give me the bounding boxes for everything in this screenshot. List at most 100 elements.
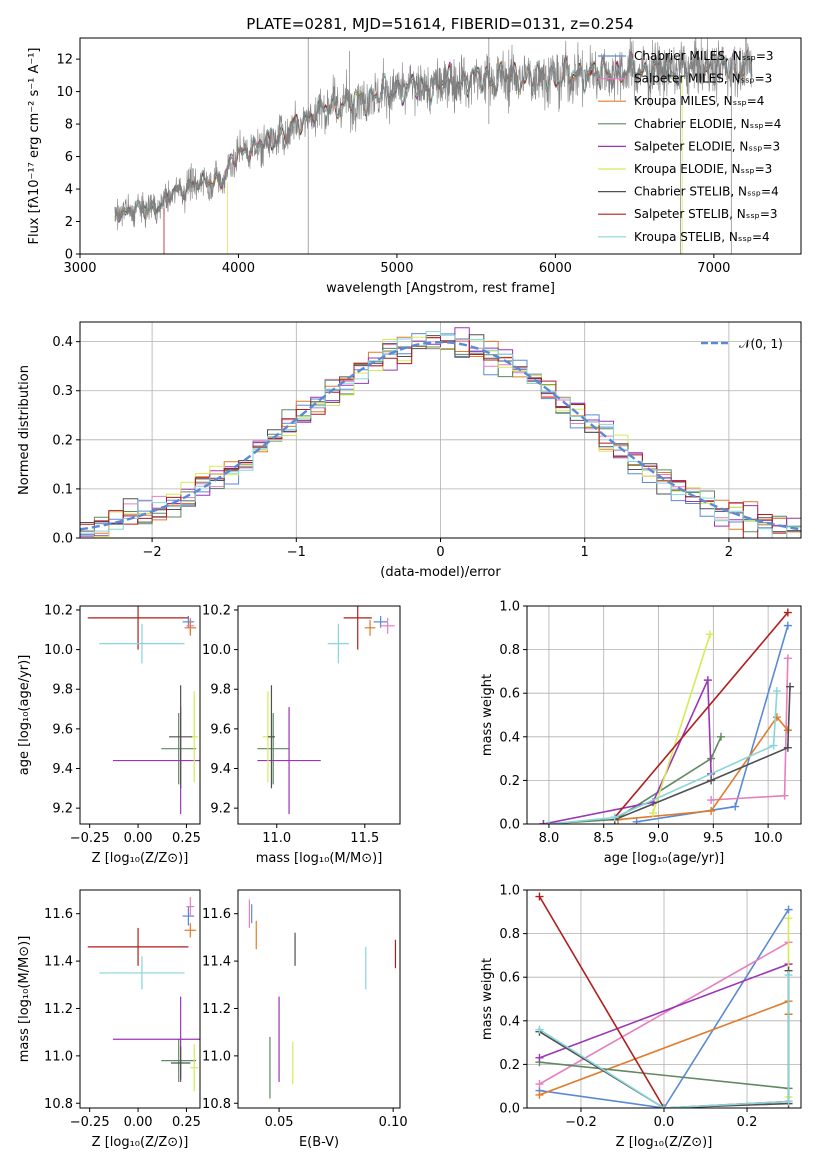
plot-area-residuals [80,327,801,538]
y-tick-label: 0.0 [52,532,73,547]
weight-point-marker [706,630,715,639]
legend: Chabrier MILES, Nₛₛₚ=3 Salpeter MILES, Nₛ… [598,49,781,244]
plot-area-weight_vs_Z [535,892,793,1108]
histogram-series [80,327,801,537]
y-tick-label: 11.0 [202,1049,231,1064]
y-tick-label: 0.0 [499,818,520,833]
weight-point-marker [784,1097,793,1106]
panel-residuals: −2 −1 0 1 2 0.0 0.1 0.2 0.3 0.4 (data-model)/error… [17,321,802,580]
y-tick-label: 0.0 [499,1102,520,1117]
x-tick-label: 9.0 [648,831,669,846]
y-axis-label: mass [log₁₀(M/M⊙)] [17,936,32,1063]
x-tick-label: 0.10 [379,1115,408,1130]
axes-frame [526,605,802,825]
weight-series-line [614,686,791,821]
y-tick-label: 10.0 [202,643,231,658]
x-axis-label: mass [log₁₀(M/M⊙)] [256,851,383,866]
x-tick-label: 7000 [697,261,730,276]
weight-point-marker [544,820,553,824]
weight-point-marker [707,796,716,805]
panel-age_vs_Z: −0.25 0.00 0.25 9.2 9.4 9.6 9.8 10.0 10.2 Z [log₁… [17,603,201,866]
plot-area-age_vs_Z [87,606,200,815]
y-tick-label: 9.2 [52,802,73,817]
legend-entry: Kroupa MILES, Nₛₛₚ=4 [634,94,764,108]
weight-point-marker [610,813,619,822]
y-tick-label: 9.8 [52,683,73,698]
weight-series-line [539,1061,789,1090]
y-tick-label: 0.4 [52,335,73,350]
x-tick-label: 0.25 [172,831,201,846]
weight-series-line [543,679,712,824]
legend: 𝒩(0, 1) [701,337,783,351]
legend-entry: Chabrier STELIB, Nₛₛₚ=4 [634,185,779,199]
weight-series-line [652,634,711,814]
panel-age_vs_mass: 11.0 11.5 9.2 9.4 9.6 9.8 10.0 10.2 mass [log₁₀(… [202,603,401,866]
weight-point-marker [539,820,548,824]
weight-series-line [617,715,789,821]
weight-series-line [539,941,789,1085]
y-tick-label: 2 [65,215,73,230]
x-tick-label: −0.25 [70,1115,110,1130]
y-tick-label: 9.6 [210,722,231,737]
panel-weight_vs_age: 8.0 8.5 9.0 9.5 10.0 0.0 0.2 0.4 0.6 0.8 1.0 age [l… [480,600,802,866]
weight-point-marker [535,1025,544,1034]
legend-entry: Salpeter STELIB, Nₛₛₚ=3 [634,207,778,221]
weight-point-marker [707,776,716,785]
y-tick-label: 9.6 [52,722,73,737]
y-tick-label: 0.1 [52,482,73,497]
y-axis-label: mass weight [480,674,495,756]
x-tick-label: 4000 [222,261,255,276]
panel-mass_vs_ebv: 0.05 0.10 10.8 11.0 11.2 11.4 11.6 E(B-V) [202,889,408,1150]
x-axis-label: Z [log₁₀(Z/Z⊙)] [92,1135,189,1150]
y-tick-label: 0.6 [499,687,520,702]
y-tick-label: 0.6 [499,971,520,986]
weight-series-line [711,658,789,801]
y-tick-label: 0.8 [499,927,520,942]
y-tick-label: 6 [65,150,73,165]
x-axis-label: Z [log₁₀(Z/Z⊙)] [616,1135,713,1150]
weight-series-line [614,611,789,819]
x-tick-label: 0 [436,545,444,560]
y-tick-label: 11.6 [202,907,231,922]
y-tick-label: 9.8 [210,683,231,698]
weight-point-marker [535,892,544,901]
y-tick-label: 10.8 [44,1097,73,1112]
x-tick-label: 0.25 [172,1115,201,1130]
x-tick-label: 6000 [539,261,572,276]
x-tick-label: 11.5 [350,831,379,846]
x-tick-label: 0.00 [124,831,153,846]
y-axis-label: mass weight [480,958,495,1040]
weight-series-line [539,909,790,1108]
plot-area-age_vs_mass [257,606,395,815]
weight-point-marker [780,791,789,800]
histogram-series [80,336,801,538]
weight-point-marker [784,971,793,980]
y-tick-label: 0.4 [499,1014,520,1029]
y-tick-label: 0.4 [499,730,520,745]
axes-frame [237,889,401,1109]
y-tick-label: 0 [65,248,73,263]
weight-point-marker [772,687,781,696]
legend-entry: Chabrier MILES, Nₛₛₚ=3 [634,49,774,63]
y-tick-label: 11.4 [202,955,231,970]
x-tick-label: 0.2 [737,1115,758,1130]
x-axis-label: (data-model)/error [380,565,501,580]
x-tick-label: 0.0 [654,1115,675,1130]
x-axis-label: age [log₁₀(age/yr)] [604,851,725,866]
y-tick-label: 10.2 [44,603,73,618]
weight-point-marker [716,732,725,741]
axes-frame [237,605,401,825]
axes-frame [79,605,201,825]
x-tick-label: −0.25 [70,831,110,846]
y-tick-label: 9.4 [210,762,231,777]
y-tick-label: 0.2 [52,433,73,448]
y-tick-label: 9.2 [210,802,231,817]
y-axis-label: age [log₁₀(age/yr)] [17,655,32,776]
y-tick-label: 8 [65,118,73,133]
x-tick-label: 0.05 [265,1115,294,1130]
weight-point-marker [786,682,795,691]
x-axis-label: Z [log₁₀(Z/Z⊙)] [92,851,189,866]
weight-point-marker [660,1104,668,1108]
x-tick-label: 3000 [63,261,96,276]
